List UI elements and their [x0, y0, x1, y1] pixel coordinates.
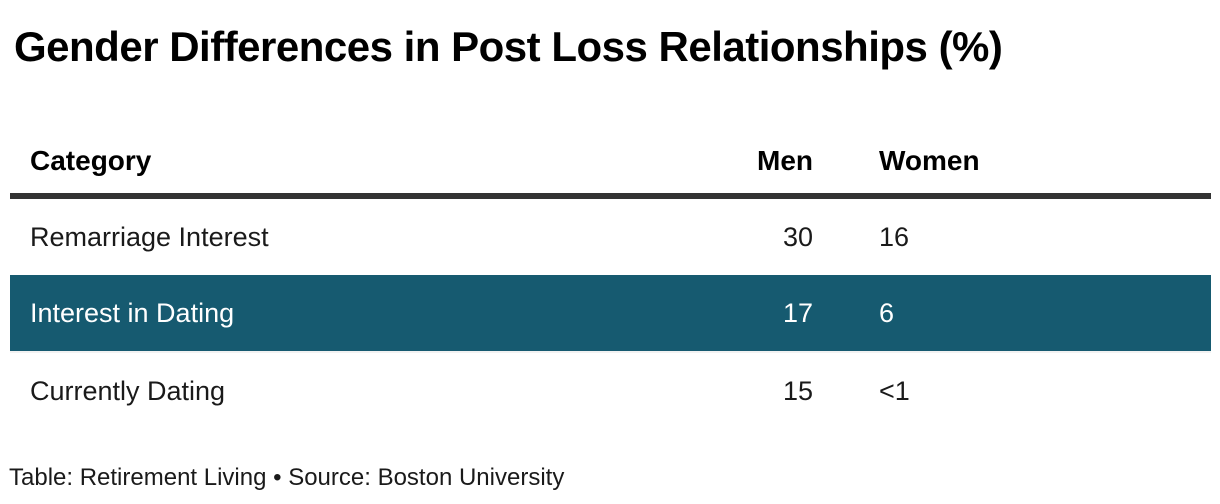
cell-category: Remarriage Interest — [30, 221, 269, 252]
cell-women-value: 6 — [879, 297, 895, 328]
table-row: Remarriage Interest 30 16 — [10, 196, 1211, 275]
cell-women-value: <1 — [879, 375, 910, 406]
cell-category: Interest in Dating — [30, 297, 235, 328]
table-body: Remarriage Interest 30 16 Interest in Da… — [10, 196, 1211, 429]
table-header: Category Men Women — [10, 129, 1211, 196]
column-header-category: Category — [30, 145, 152, 176]
table-row: Currently Dating 15 <1 — [10, 352, 1211, 429]
column-header-men: Men — [757, 145, 813, 176]
cell-men-value: 17 — [782, 297, 813, 328]
column-header-women: Women — [879, 145, 980, 176]
cell-men-value: 30 — [782, 221, 813, 252]
cell-category: Currently Dating — [30, 375, 226, 406]
table-row-highlighted: Interest in Dating 17 6 — [10, 275, 1211, 352]
data-table: Category Men Women Remarriage Interest 3… — [10, 129, 1211, 429]
header-row: Category Men Women — [10, 129, 1211, 196]
cell-men-value: 15 — [782, 375, 813, 406]
page-title: Gender Differences in Post Loss Relation… — [14, 23, 1003, 70]
attribution-footer: Table: Retirement Living • Source: Bosto… — [9, 464, 565, 491]
cell-women-value: 16 — [879, 221, 910, 252]
